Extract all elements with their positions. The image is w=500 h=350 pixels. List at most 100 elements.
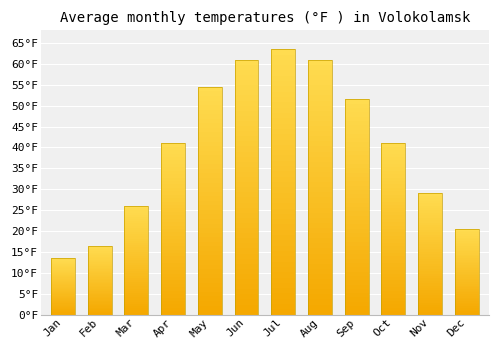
Bar	[345, 285, 368, 289]
Bar	[272, 49, 295, 55]
Bar	[418, 310, 442, 312]
Bar	[51, 264, 75, 265]
Bar	[88, 265, 112, 266]
Bar	[308, 136, 332, 141]
Bar	[124, 208, 148, 210]
Bar	[418, 194, 442, 315]
Bar	[88, 308, 112, 309]
Bar	[51, 275, 75, 276]
Bar	[234, 289, 258, 294]
Bar	[124, 252, 148, 254]
Bar	[161, 277, 185, 280]
Bar	[345, 250, 368, 254]
Bar	[51, 289, 75, 290]
Bar	[308, 80, 332, 85]
Bar	[272, 209, 295, 214]
Bar	[234, 60, 258, 315]
Bar	[272, 283, 295, 288]
Bar	[345, 99, 368, 104]
Bar	[88, 290, 112, 291]
Bar	[124, 313, 148, 315]
Bar	[382, 174, 406, 177]
Bar	[455, 258, 479, 260]
Bar	[308, 167, 332, 172]
Bar	[234, 197, 258, 203]
Bar	[345, 272, 368, 276]
Bar	[88, 268, 112, 269]
Bar	[418, 223, 442, 225]
Bar	[345, 207, 368, 211]
Bar	[51, 302, 75, 303]
Bar	[272, 246, 295, 251]
Bar	[51, 270, 75, 271]
Bar	[88, 312, 112, 313]
Bar	[345, 216, 368, 220]
Bar	[198, 141, 222, 146]
Bar	[234, 177, 258, 182]
Bar	[345, 263, 368, 267]
Bar	[234, 172, 258, 177]
Bar	[234, 131, 258, 136]
Bar	[161, 181, 185, 184]
Bar	[345, 125, 368, 130]
Bar	[382, 181, 406, 184]
Bar	[88, 246, 112, 315]
Bar	[382, 253, 406, 257]
Bar	[455, 261, 479, 263]
Bar	[382, 243, 406, 246]
Bar	[455, 253, 479, 255]
Bar	[124, 212, 148, 215]
Bar	[124, 258, 148, 260]
Bar	[234, 243, 258, 248]
Bar	[455, 284, 479, 286]
Bar	[198, 183, 222, 187]
Bar	[161, 171, 185, 174]
Bar	[88, 293, 112, 294]
Bar	[455, 270, 479, 272]
Bar	[198, 292, 222, 296]
Bar	[345, 173, 368, 177]
Bar	[124, 267, 148, 269]
Bar	[308, 116, 332, 121]
Bar	[161, 167, 185, 171]
Bar	[51, 276, 75, 278]
Bar	[198, 287, 222, 292]
Bar	[51, 262, 75, 263]
Bar	[198, 269, 222, 274]
Bar	[272, 86, 295, 92]
Bar	[124, 308, 148, 310]
Bar	[272, 60, 295, 65]
Bar	[88, 295, 112, 297]
Bar	[382, 154, 406, 157]
Bar	[382, 267, 406, 270]
Bar	[198, 155, 222, 160]
Bar	[382, 277, 406, 280]
Bar	[161, 184, 185, 188]
Bar	[272, 198, 295, 203]
Bar	[418, 201, 442, 203]
Bar	[198, 251, 222, 256]
Bar	[234, 238, 258, 243]
Bar	[124, 278, 148, 280]
Bar	[88, 257, 112, 258]
Bar	[382, 150, 406, 154]
Bar	[198, 91, 222, 96]
Bar	[418, 252, 442, 254]
Bar	[418, 298, 442, 300]
Bar	[88, 302, 112, 304]
Bar	[455, 229, 479, 315]
Bar	[51, 274, 75, 275]
Bar	[345, 241, 368, 246]
Bar	[345, 298, 368, 302]
Bar	[345, 112, 368, 117]
Bar	[88, 275, 112, 276]
Bar	[272, 134, 295, 140]
Bar	[308, 203, 332, 208]
Bar	[161, 294, 185, 298]
Bar	[455, 279, 479, 280]
Bar	[382, 257, 406, 260]
Bar	[308, 156, 332, 162]
Bar	[382, 291, 406, 294]
Bar	[345, 181, 368, 186]
Bar	[418, 257, 442, 259]
